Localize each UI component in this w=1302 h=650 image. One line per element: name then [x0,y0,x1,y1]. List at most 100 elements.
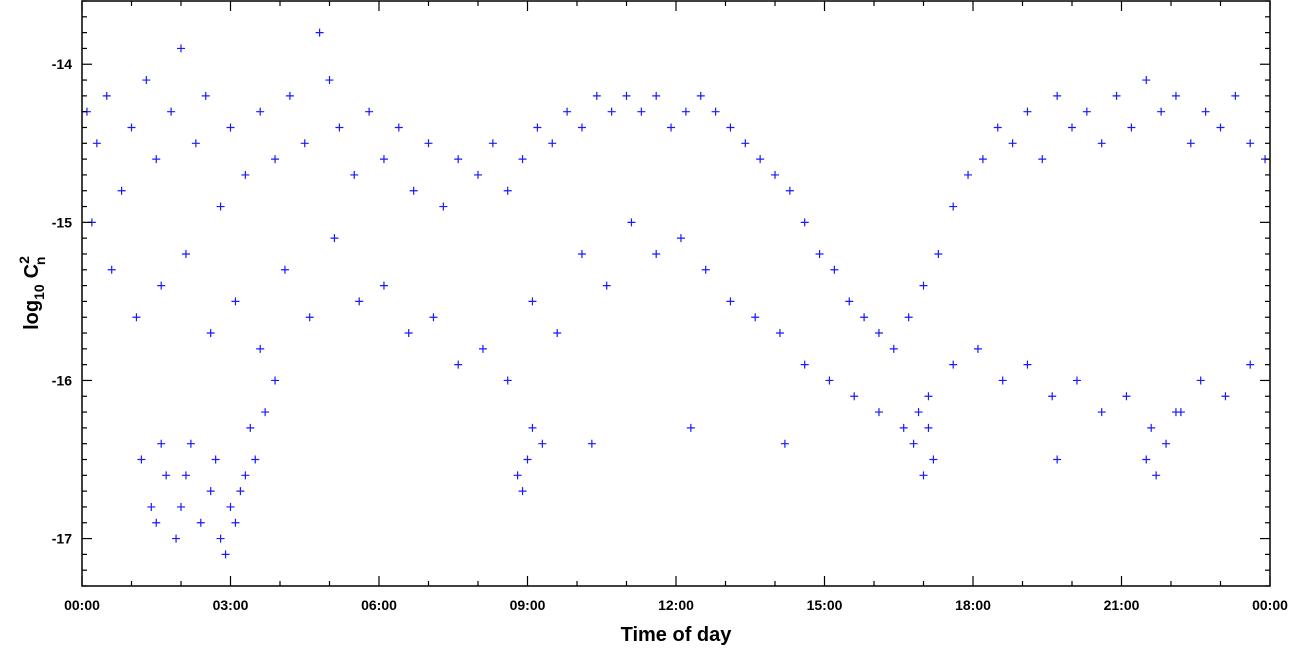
data-point [775,329,784,338]
data-point [152,518,161,527]
data-point [756,155,765,164]
data-point [518,155,527,164]
data-point [355,297,364,306]
data-point [181,249,190,258]
data-point [1221,392,1230,401]
data-point [1053,91,1062,100]
x-tick-label: 18:00 [955,597,991,613]
data-point [533,123,542,132]
data-point [924,392,933,401]
data-point [142,76,151,85]
data-point [439,202,448,211]
data-point [1246,139,1255,148]
data-point [1082,107,1091,116]
data-point [1023,107,1032,116]
data-point [261,408,270,417]
data-point [780,439,789,448]
data-point [845,297,854,306]
x-tick-label: 00:00 [64,597,100,613]
data-points [82,28,1270,559]
data-point [1157,107,1166,116]
data-point [117,186,126,195]
data-point [602,281,611,290]
data-point [206,329,215,338]
data-point [513,471,522,480]
data-point [350,170,359,179]
data-point [538,439,547,448]
data-point [676,234,685,243]
y-tick-label: -14 [52,56,72,72]
data-point [379,281,388,290]
data-point [241,471,250,480]
data-point [686,423,695,432]
data-point [300,139,309,148]
data-point [305,313,314,322]
data-point [271,376,280,385]
axis-ticks: 00:00 03:00 06:00 09:00 12:00 15:00 18:00 21:00… [52,0,1288,613]
data-point [607,107,616,116]
data-point [701,265,710,274]
data-point [800,218,809,227]
data-point [177,502,185,511]
y-tick-label: -16 [52,372,72,388]
data-point [454,155,463,164]
data-point [226,502,235,511]
data-point [563,107,572,116]
data-point [899,423,908,432]
data-point [711,107,720,116]
data-point [315,28,324,37]
data-point [904,313,913,322]
data-point [667,123,676,132]
y-axis-title-base-subscript: 10 [31,284,47,300]
data-point [771,170,779,179]
data-point [231,297,240,306]
data-point [211,455,220,464]
data-point [815,249,824,258]
data-point [478,344,487,353]
data-point [221,550,230,559]
data-point [206,487,215,496]
data-point [137,455,146,464]
plot-frame [81,0,1271,587]
data-point [102,91,111,100]
data-point [652,249,661,258]
data-point [1112,91,1121,100]
data-point [860,313,869,322]
data-point [196,518,205,527]
x-tick-label: 12:00 [658,597,694,613]
data-point [201,91,210,100]
data-point [216,202,225,211]
data-point [1171,91,1180,100]
data-point [553,329,562,338]
data-point [1142,76,1151,85]
data-point [172,534,181,543]
data-point [251,455,260,464]
data-point [627,218,636,227]
data-point [236,487,245,496]
data-point [1008,139,1017,148]
data-point [919,471,928,480]
data-point [1201,107,1210,116]
data-point [518,487,527,496]
data-point [107,265,116,274]
x-tick-label: 03:00 [213,597,249,613]
data-point [1053,455,1062,464]
data-point [241,170,250,179]
data-point [528,423,537,432]
data-point [830,265,839,274]
y-tick-label: -17 [52,531,72,547]
data-point [1246,360,1255,369]
data-point [177,44,185,53]
x-tick-label: 06:00 [361,597,397,613]
data-point [226,123,235,132]
data-point [330,234,339,243]
data-point [256,107,265,116]
data-point [800,360,809,369]
data-point [157,281,166,290]
data-point [325,76,334,85]
data-point [1097,408,1106,417]
data-point [696,91,705,100]
data-point [1216,123,1225,132]
data-point [548,139,557,148]
data-point [186,439,195,448]
